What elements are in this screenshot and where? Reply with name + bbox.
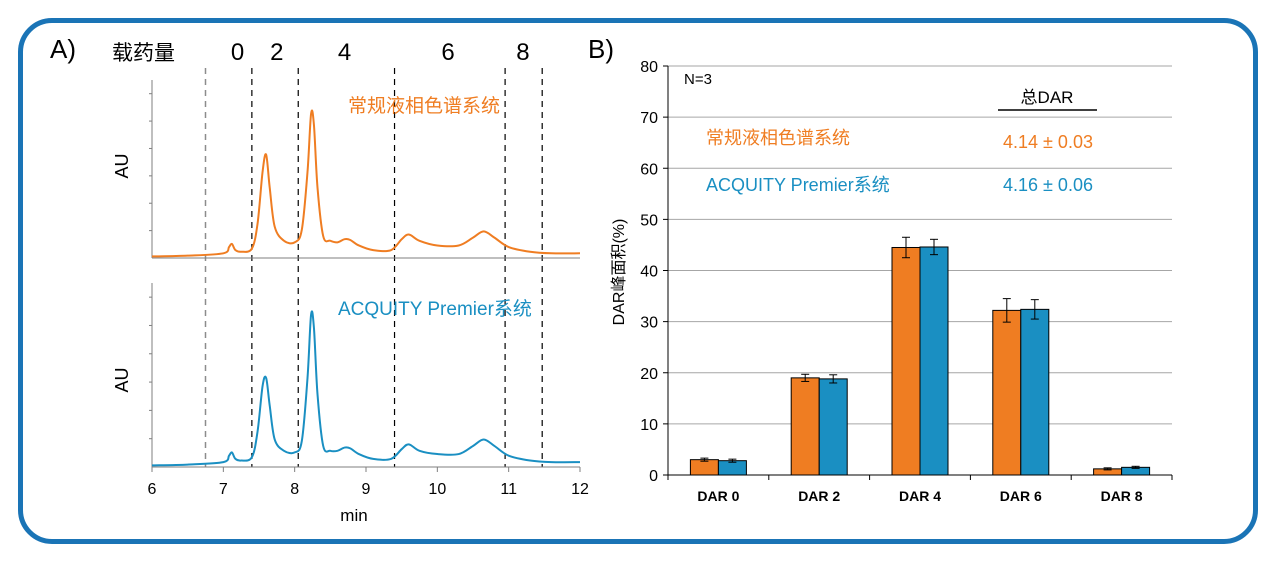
legend-premier-label: ACQUITY Premier系统 (706, 175, 890, 195)
category-label: DAR 8 (1101, 488, 1143, 504)
x-tick-label: 12 (571, 481, 589, 498)
category-label: DAR 2 (798, 488, 840, 504)
y-tick-label: 80 (640, 59, 658, 76)
top-ylabel: AU (112, 153, 132, 178)
bar-premier (717, 460, 747, 476)
bar-conventional (992, 309, 1022, 476)
bar-conventional (790, 377, 820, 476)
bottom-ylabel: AU (112, 367, 132, 392)
category-label: DAR 6 (1000, 488, 1042, 504)
y-tick-label: 70 (640, 110, 658, 127)
bar-chart-bars: DAR 0 DAR 2 DAR 4 DAR 6 DAR 8 (689, 236, 1151, 504)
y-tick-label: 50 (640, 212, 658, 229)
bar-chart-axes (667, 66, 1173, 480)
conventional-trace-line (151, 109, 581, 258)
category-label: DAR 0 (697, 488, 739, 504)
dar-marker-label: 8 (516, 39, 529, 66)
category-label: DAR 4 (899, 488, 941, 504)
dar-marker-label: 2 (270, 39, 283, 66)
x-tick-label: 8 (290, 481, 299, 498)
time-axis-ticks: 6 7 8 9 10 11 12 (148, 467, 589, 498)
premier-trace-line (151, 310, 581, 467)
bar-premier (818, 378, 848, 476)
bar-conventional (689, 459, 719, 476)
dar-marker-label: 0 (231, 39, 244, 66)
bar-premier (919, 246, 949, 476)
bar-premier (1020, 308, 1050, 476)
y-tick-label: 60 (640, 161, 658, 178)
figure-frame (18, 18, 1258, 544)
time-axis-label: min (340, 506, 367, 525)
n-label: N=3 (684, 71, 712, 88)
panel-b-label: B) (588, 34, 614, 64)
x-tick-label: 9 (362, 481, 371, 498)
conventional-trace-label: 常规液相色谱系统 (348, 95, 500, 117)
premier-trace-label: ACQUITY Premier系统 (338, 298, 532, 320)
bar-conventional (891, 246, 921, 476)
x-tick-label: 11 (500, 481, 517, 498)
dar-marker-label: 4 (338, 39, 351, 66)
x-tick-label: 7 (219, 481, 228, 498)
bar-ylabel: DAR峰面积(%) (610, 219, 628, 326)
y-tick-label: 40 (640, 264, 658, 281)
legend-conventional-total: 4.14 ± 0.03 (1003, 132, 1093, 152)
loading-label: 载药量 (112, 42, 175, 65)
conventional-chromatogram (149, 80, 581, 259)
y-tick-label: 30 (640, 315, 658, 332)
x-tick-label: 10 (428, 481, 446, 498)
y-tick-label: 20 (640, 366, 658, 383)
dar-divider-lines (204, 68, 543, 467)
y-tick-label: 0 (649, 468, 658, 485)
legend-conventional-label: 常规液相色谱系统 (706, 128, 850, 148)
x-tick-label: 6 (148, 481, 157, 498)
panel-a-label: A) (50, 34, 76, 64)
dar-marker-label: 6 (441, 39, 454, 66)
y-tick-label: 10 (640, 417, 658, 434)
total-dar-header: 总DAR (1021, 88, 1074, 107)
legend-premier-total: 4.16 ± 0.06 (1003, 175, 1093, 195)
